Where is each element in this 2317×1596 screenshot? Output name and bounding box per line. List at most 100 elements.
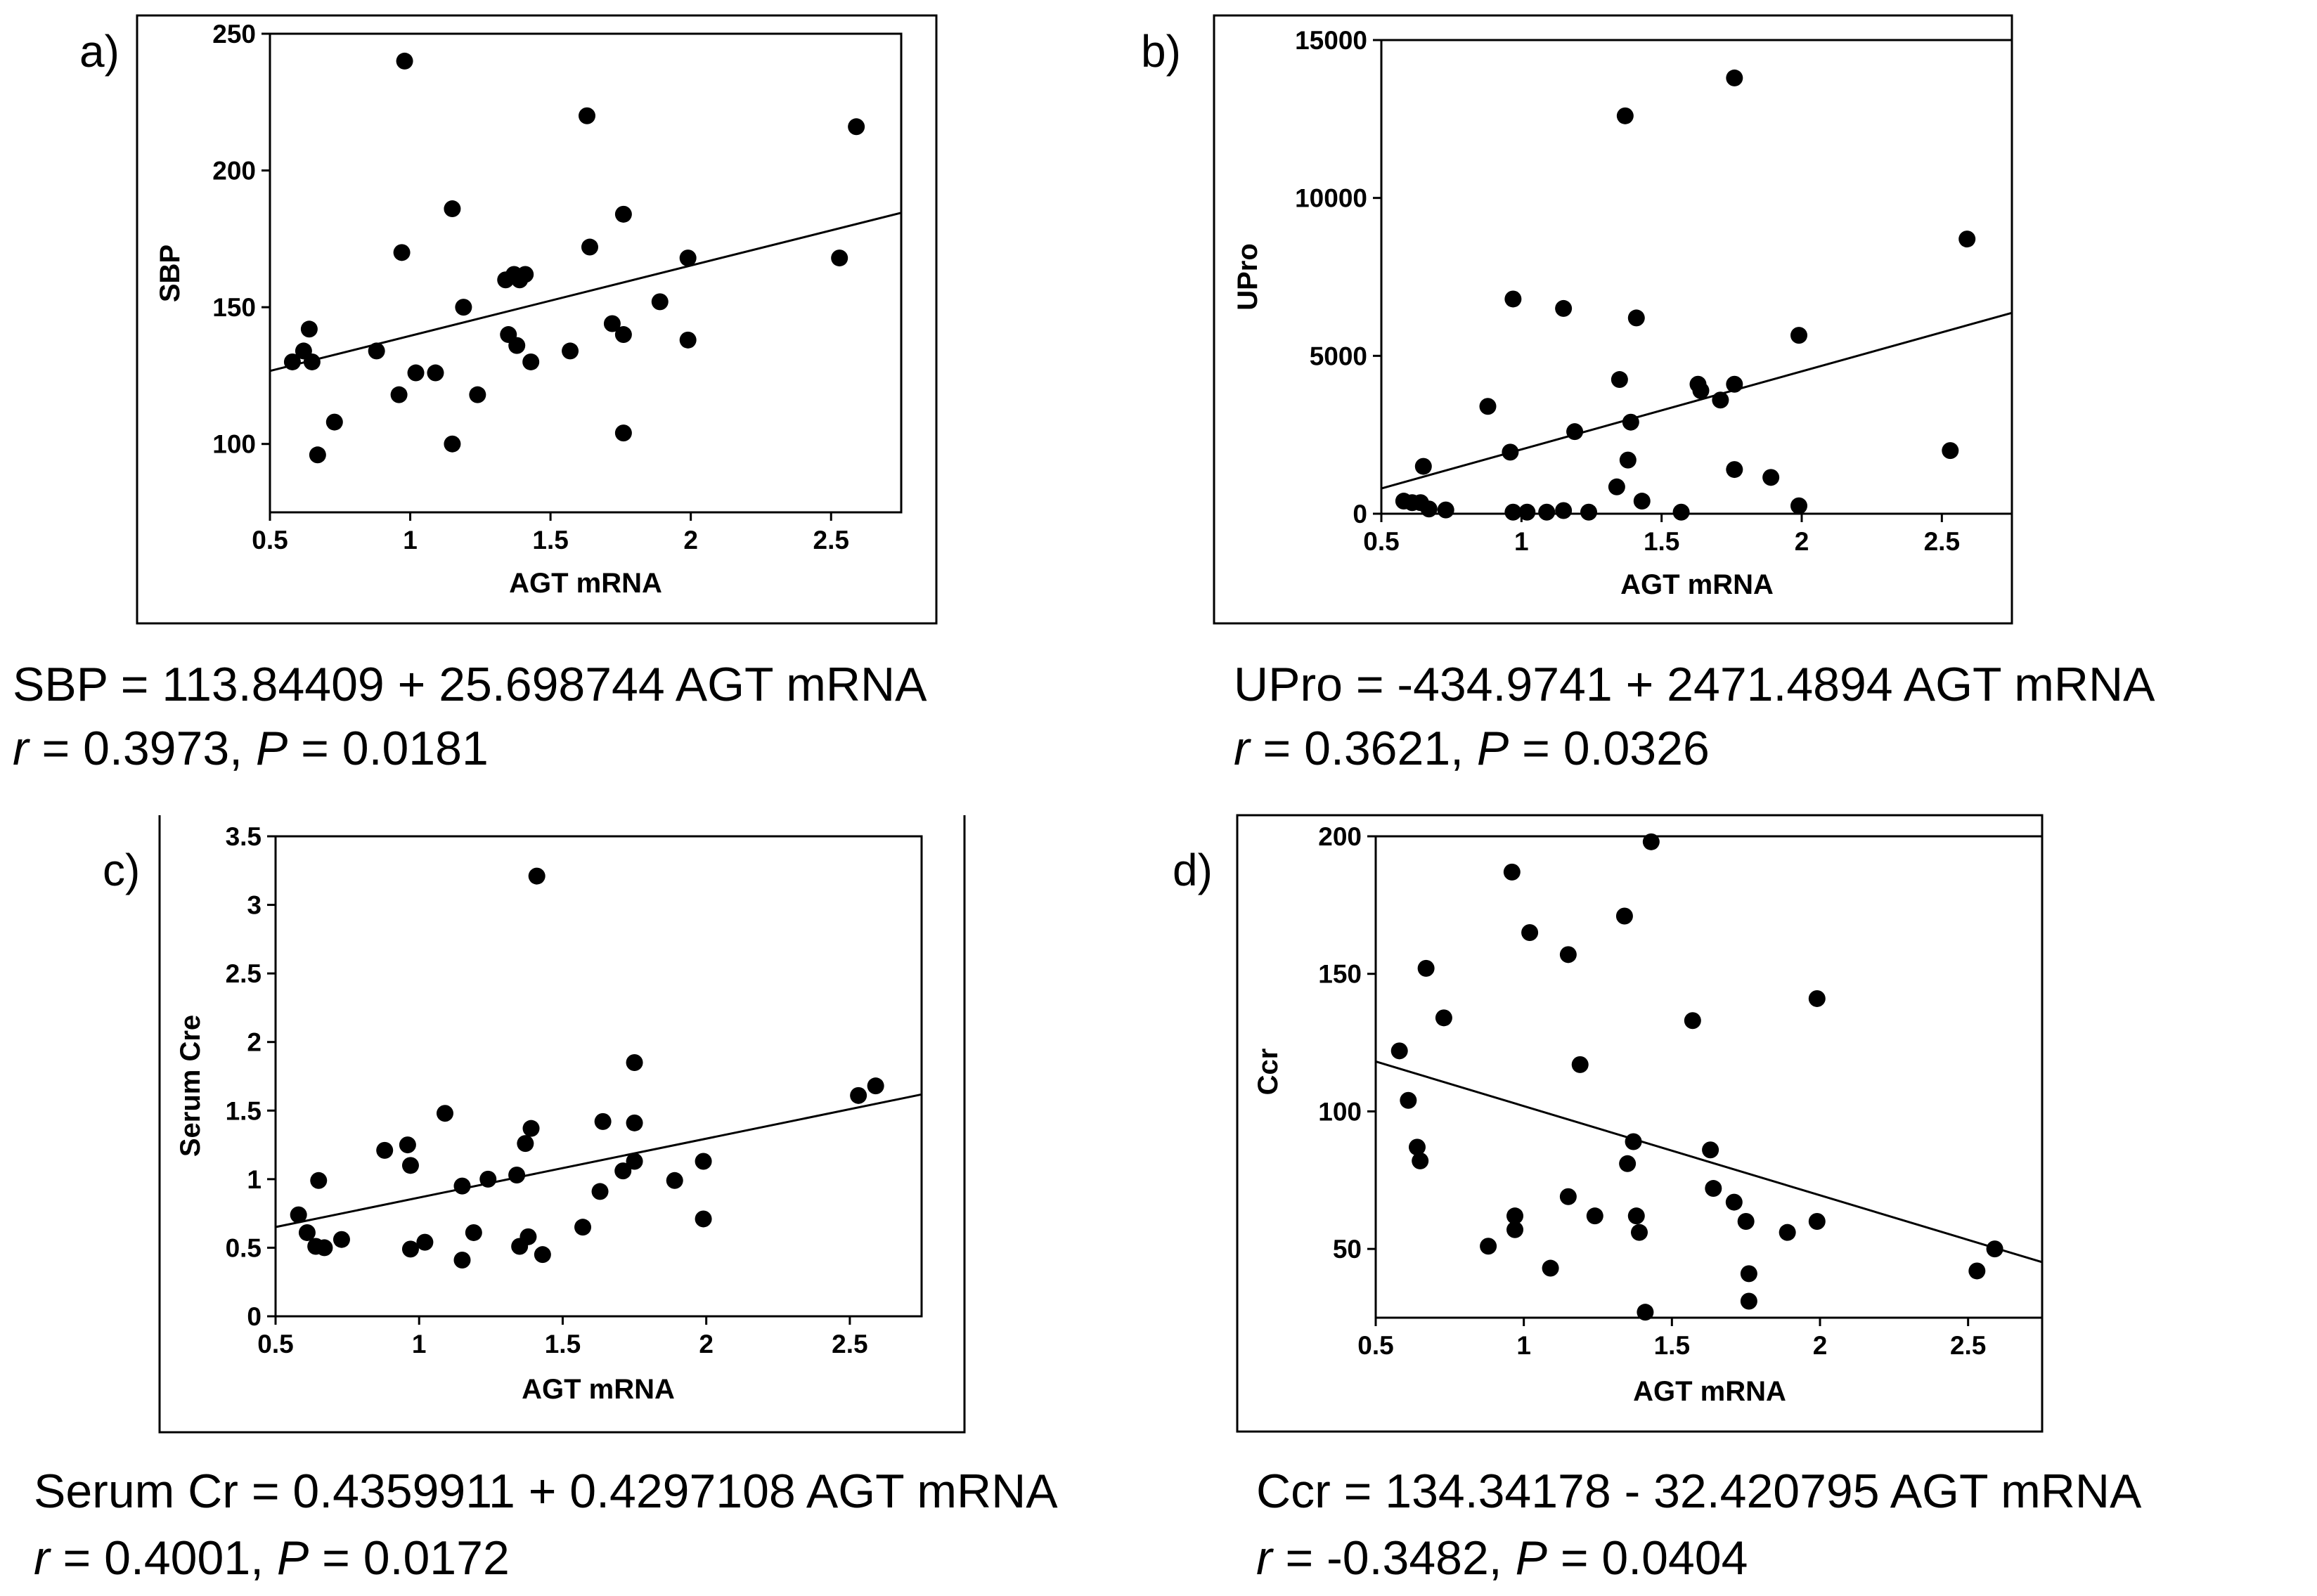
regression-equation: SBP = 113.84409 + 25.698744 AGT mRNA bbox=[13, 658, 927, 711]
data-point bbox=[465, 1224, 482, 1241]
data-point bbox=[651, 293, 669, 311]
data-point bbox=[534, 1246, 551, 1264]
data-point bbox=[1619, 451, 1637, 469]
data-point bbox=[1559, 946, 1577, 964]
r-value: = -0.3482, bbox=[1272, 1531, 1516, 1585]
panel-label: d) bbox=[1173, 845, 1213, 895]
y-axis-ticks: 0 0.5 1 1.5 2 2.5 3 3.5 bbox=[226, 822, 276, 1331]
x-axis-label: AGT mRNA bbox=[1633, 1376, 1786, 1407]
data-point bbox=[399, 1136, 416, 1154]
data-point bbox=[1580, 503, 1598, 521]
r-label: r bbox=[1256, 1531, 1274, 1585]
data-point bbox=[1555, 502, 1573, 519]
data-point bbox=[1740, 1292, 1757, 1310]
data-point bbox=[695, 1210, 712, 1228]
data-point bbox=[1642, 833, 1660, 850]
data-point bbox=[831, 249, 848, 267]
panel-a: a) 100 150 200 250 0.5 1 1.5 2 2.5 AGT mRNA SBP… bbox=[13, 14, 938, 775]
data-point bbox=[848, 118, 865, 136]
data-point bbox=[594, 1112, 612, 1130]
data-points bbox=[283, 52, 865, 464]
panel-c: c) 00.511.522.533.5 0.5 1 1.5 2 2.5 AGT mRNA… bbox=[34, 815, 1058, 1585]
data-point bbox=[1672, 503, 1690, 521]
r-label: r bbox=[13, 722, 30, 775]
y-axis-label: Ccr bbox=[1253, 1049, 1284, 1096]
x-tick-label: 1 bbox=[403, 526, 418, 554]
correlation-stats: r = 0.3973, P = 0.0181 bbox=[13, 722, 489, 775]
data-point bbox=[325, 413, 343, 431]
x-tick-label: 2 bbox=[1795, 527, 1809, 556]
regression-line bbox=[1381, 311, 2013, 490]
regression-line bbox=[275, 1093, 922, 1228]
data-point bbox=[316, 1239, 333, 1257]
panel-label: c) bbox=[103, 845, 140, 895]
data-point bbox=[376, 1141, 394, 1159]
y-tick-label: 3 bbox=[247, 891, 262, 920]
data-point bbox=[695, 1153, 712, 1170]
data-point bbox=[436, 1105, 453, 1122]
data-point bbox=[303, 353, 321, 370]
x-tick-label: 2.5 bbox=[1950, 1331, 1986, 1360]
p-value: = 0.0172 bbox=[309, 1531, 509, 1585]
y-tick-label: 1 bbox=[247, 1165, 262, 1194]
data-points bbox=[1395, 69, 1976, 521]
p-label: P bbox=[277, 1531, 309, 1585]
data-point bbox=[517, 266, 534, 283]
panel-frame bbox=[158, 815, 966, 1434]
data-point bbox=[1566, 423, 1584, 441]
data-point bbox=[1762, 469, 1780, 486]
data-point bbox=[1619, 1155, 1637, 1172]
data-point bbox=[290, 1206, 307, 1224]
data-point bbox=[1627, 1207, 1645, 1225]
data-point bbox=[522, 353, 540, 370]
data-point bbox=[1968, 1262, 1986, 1280]
y-tick-label: 250 bbox=[212, 20, 256, 48]
data-point bbox=[626, 1053, 643, 1071]
data-point bbox=[1555, 299, 1573, 317]
p-label: P bbox=[1477, 722, 1509, 775]
y-axis-label: SBP bbox=[155, 245, 186, 302]
data-point bbox=[1637, 1304, 1654, 1321]
x-tick-label: 1.5 bbox=[532, 526, 568, 554]
panel-frame bbox=[1213, 14, 2013, 625]
data-point bbox=[1435, 1009, 1452, 1027]
y-axis-ticks: 0 5000 10000 15000 bbox=[1295, 26, 1381, 528]
panel-d: d) 50 100 150 200 0.5 1 1.5 2 2.5 AGT mRNA Ccr … bbox=[1173, 814, 2142, 1585]
panel-frame bbox=[136, 14, 938, 625]
y-tick-label: 1.5 bbox=[226, 1096, 262, 1125]
data-point bbox=[1479, 398, 1497, 415]
data-point bbox=[578, 107, 595, 124]
plot-area bbox=[269, 32, 903, 514]
data-point bbox=[368, 342, 385, 360]
y-axis-label: UPro bbox=[1232, 243, 1263, 311]
data-point bbox=[1808, 990, 1826, 1007]
data-point bbox=[444, 200, 461, 218]
y-tick-label: 10000 bbox=[1295, 184, 1367, 213]
data-point bbox=[626, 1114, 643, 1131]
data-point bbox=[1684, 1012, 1701, 1030]
y-tick-label: 5000 bbox=[1310, 342, 1367, 370]
data-point bbox=[1808, 1213, 1826, 1230]
data-point bbox=[298, 1224, 316, 1241]
data-point bbox=[455, 299, 472, 316]
data-point bbox=[283, 353, 301, 370]
p-label: P bbox=[256, 722, 288, 775]
x-axis-ticks: 0.5 1 1.5 2 2.5 bbox=[1363, 514, 1960, 556]
data-point bbox=[1518, 503, 1536, 521]
p-value: = 0.0326 bbox=[1509, 722, 1709, 775]
data-point bbox=[1504, 290, 1522, 308]
x-axis-ticks: 0.5 1 1.5 2 2.5 bbox=[257, 1316, 868, 1358]
p-value: = 0.0181 bbox=[288, 722, 488, 775]
data-point bbox=[1502, 443, 1519, 461]
y-tick-label: 150 bbox=[1318, 960, 1362, 989]
data-point bbox=[1692, 382, 1710, 399]
data-point bbox=[1726, 69, 1743, 86]
regression-equation: Serum Cr = 0.4359911 + 0.4297108 AGT mRN… bbox=[34, 1465, 1058, 1518]
data-point bbox=[401, 1240, 419, 1258]
data-point bbox=[1408, 1138, 1426, 1156]
y-tick-label: 2 bbox=[247, 1028, 262, 1057]
data-point bbox=[1737, 1213, 1755, 1230]
data-point bbox=[1958, 231, 1976, 248]
data-point bbox=[614, 326, 632, 344]
plot-area bbox=[1380, 39, 2013, 515]
